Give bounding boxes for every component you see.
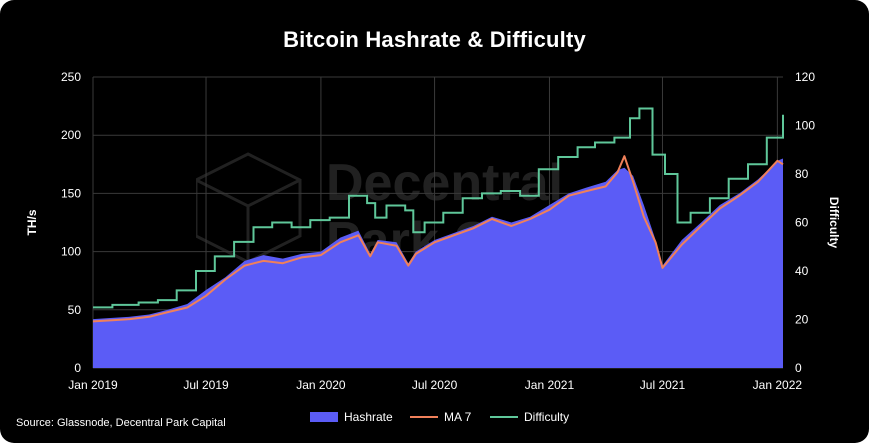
- legend-label-ma7: MA 7: [444, 410, 472, 424]
- y2-tick-label: 0: [795, 361, 802, 375]
- x-tick-label: Jan 2020: [296, 378, 346, 392]
- x-tick-label: Jul 2020: [412, 378, 458, 392]
- x-tick-label: Jan 2021: [525, 378, 575, 392]
- y-tick-label: 250: [61, 70, 81, 84]
- y-tick-label: 150: [61, 186, 81, 200]
- x-tick-label: Jan 2019: [68, 378, 118, 392]
- y-axis-title: TH/s: [25, 209, 39, 235]
- legend-item-hashrate: Hashrate: [310, 410, 393, 424]
- y-tick-label: 100: [61, 245, 81, 259]
- y2-tick-label: 120: [795, 70, 815, 84]
- y2-tick-label: 40: [795, 264, 809, 278]
- y-tick-label: 200: [61, 128, 81, 142]
- y2-tick-label: 100: [795, 119, 815, 133]
- chart-title: Bitcoin Hashrate & Difficulty: [283, 27, 586, 52]
- series-ma7-line: [92, 155, 784, 323]
- y2-tick-label: 20: [795, 313, 809, 327]
- legend-swatch-ma7: [410, 416, 438, 418]
- watermark-line-1: Decentral: [326, 154, 563, 212]
- x-tick-label: Jan 2022: [753, 378, 803, 392]
- legend-swatch-difficulty: [490, 416, 518, 418]
- legend-item-difficulty: Difficulty: [490, 410, 569, 424]
- chart-legend: Hashrate MA 7 Difficulty: [0, 410, 869, 426]
- y-tick-label: 50: [68, 303, 82, 317]
- source-note: Source: Glassnode, Decentral Park Capita…: [16, 417, 226, 429]
- legend-label-hashrate: Hashrate: [344, 410, 393, 424]
- y-tick-label: 0: [74, 361, 81, 375]
- legend-item-ma7: MA 7: [410, 410, 471, 424]
- x-tick-label: Jul 2019: [183, 378, 229, 392]
- legend-label-difficulty: Difficulty: [524, 410, 570, 424]
- y2-tick-label: 80: [795, 167, 809, 181]
- y2-tick-label: 60: [795, 216, 809, 230]
- x-tick-label: Jul 2021: [640, 378, 686, 392]
- series-hashrate-area: [93, 158, 783, 368]
- legend-swatch-hashrate: [310, 412, 338, 422]
- y2-axis-title: Difficulty: [827, 197, 841, 249]
- series-difficulty-step: [93, 107, 784, 309]
